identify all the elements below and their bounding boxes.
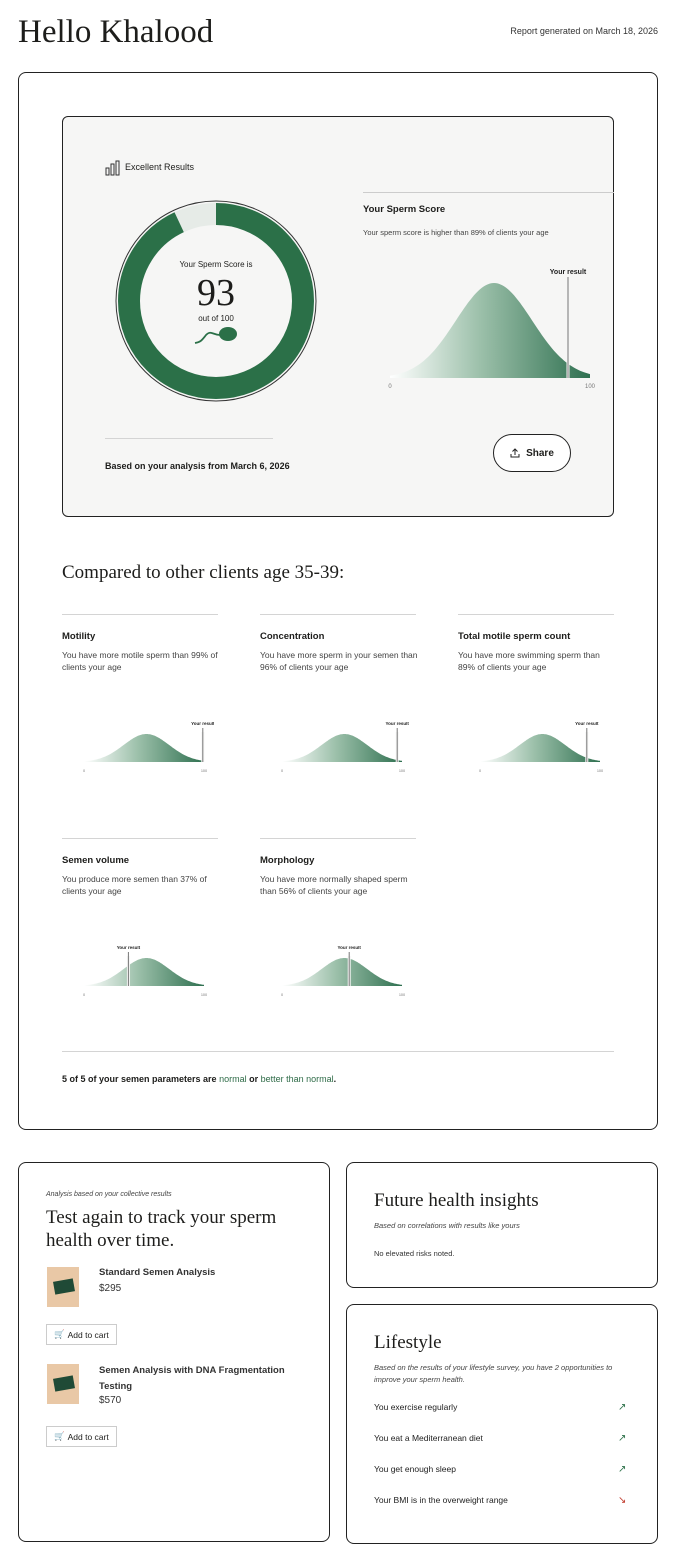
axis-max-label: 100 <box>597 769 603 772</box>
sperm-icon <box>194 327 237 344</box>
test-again-title: Test again to track your sperm health ov… <box>46 1207 277 1251</box>
chart-description: Your sperm score is higher than 89% of c… <box>363 228 549 237</box>
metric-title: Semen volume <box>62 855 130 866</box>
lifestyle-item: You exercise regularly <box>374 1402 458 1412</box>
lifestyle-item: You eat a Mediterranean diet <box>374 1433 483 1443</box>
comparison-title: Compared to other clients age 35-39: <box>62 562 345 583</box>
add-to-cart-button[interactable]: 🛒 Add to cart <box>46 1324 117 1345</box>
score-distribution-chart: Your result 0 100 <box>388 269 596 390</box>
summary-text: 5 of 5 of your semen parameters are <box>62 1074 220 1084</box>
chart-title: Your Sperm Score <box>363 204 446 215</box>
trend-down-icon: ↘ <box>618 1495 627 1506</box>
page-title: Hello Khalood <box>18 14 214 50</box>
score-out-of: out of 100 <box>198 314 234 323</box>
metric-description: You have more motile sperm than 99% of c… <box>62 650 218 672</box>
metric-description: You have more swimming sperm than 89% of… <box>458 650 600 672</box>
score-donut <box>115 200 317 402</box>
analysis-date: Based on your analysis from March 6, 202… <box>105 461 290 471</box>
add-to-cart-label: Add to cart <box>67 1431 109 1442</box>
better-than-normal-link: better than normal <box>260 1074 334 1084</box>
metric-description: You produce more semen than 37% of clien… <box>62 874 207 896</box>
distribution-curve <box>480 734 600 762</box>
share-button[interactable]: Share <box>493 434 571 472</box>
result-label: Your result <box>191 722 214 726</box>
share-icon <box>510 448 520 458</box>
product-image <box>47 1364 79 1404</box>
axis-max-label: 100 <box>399 769 405 772</box>
axis-max-label: 100 <box>201 769 207 772</box>
future-subtitle: Based on correlations with results like … <box>374 1221 520 1230</box>
lifestyle-item: Your BMI is in the overweight range <box>374 1495 508 1505</box>
result-label: Your result <box>575 722 599 726</box>
result-label: Your result <box>385 722 409 726</box>
axis-min-label: 0 <box>388 384 392 390</box>
product-price: $295 <box>99 1283 122 1294</box>
metric-title: Morphology <box>260 855 315 866</box>
lifestyle-subtitle: Based on the results of your lifestyle s… <box>374 1363 613 1384</box>
result-label: Your result <box>550 269 587 276</box>
add-to-cart-button[interactable]: 🛒 Add to cart <box>46 1426 117 1447</box>
metric-title: Total motile sperm count <box>458 631 571 642</box>
distribution-curve <box>282 734 402 762</box>
add-to-cart-label: Add to cart <box>67 1329 109 1340</box>
product-name: Semen Analysis with DNA Fragmentation Te… <box>99 1365 285 1392</box>
cart-icon: 🛒 <box>54 1329 65 1339</box>
axis-max-label: 100 <box>585 384 596 390</box>
metric-title: Motility <box>62 631 96 642</box>
cart-icon: 🛒 <box>54 1431 65 1441</box>
metric-description: You have more normally shaped sperm than… <box>260 874 408 896</box>
result-badge: Excellent Results <box>125 162 195 172</box>
summary: 5 of 5 of your semen parameters are norm… <box>62 1074 336 1084</box>
metric-distribution-chart: Your result 0 100 <box>281 946 405 996</box>
future-title: Future health insights <box>374 1190 539 1211</box>
metric-distribution-chart: Your result 0 100 <box>281 722 409 772</box>
test-again-kicker: Analysis based on your collective result… <box>46 1191 172 1198</box>
lifestyle-title: Lifestyle <box>374 1332 442 1353</box>
score-value: 93 <box>197 272 235 314</box>
trend-up-icon: ↗ <box>618 1402 627 1413</box>
axis-min-label: 0 <box>281 769 283 772</box>
metric-title: Concentration <box>260 631 325 642</box>
product-price: $570 <box>99 1395 122 1406</box>
axis-max-label: 100 <box>399 993 405 996</box>
trend-up-icon: ↗ <box>618 1464 627 1475</box>
result-label: Your result <box>117 946 141 950</box>
donut-label: Your Sperm Score is <box>179 260 253 269</box>
axis-min-label: 0 <box>281 993 283 996</box>
metric-distribution-chart: Your result 0 100 <box>479 722 603 772</box>
axis-min-label: 0 <box>83 993 85 996</box>
summary-end: . <box>333 1074 337 1084</box>
donut-outer-ring <box>115 200 317 402</box>
distribution-curve <box>390 283 590 378</box>
future-health-card <box>346 1162 658 1288</box>
trend-up-icon: ↗ <box>618 1433 627 1444</box>
result-label: Your result <box>337 946 361 950</box>
distribution-curve <box>84 958 204 986</box>
distribution-curve <box>282 958 402 986</box>
share-label: Share <box>526 447 554 459</box>
lifestyle-item: You get enough sleep <box>374 1464 456 1474</box>
normal-link: normal <box>219 1074 247 1084</box>
axis-min-label: 0 <box>83 769 85 772</box>
metric-distribution-chart: Your result 0 100 <box>83 722 214 772</box>
metric-description: You have more sperm in your semen than 9… <box>260 650 418 672</box>
product-name: Standard Semen Analysis <box>99 1267 216 1278</box>
product-image <box>47 1267 79 1307</box>
axis-min-label: 0 <box>479 769 481 772</box>
metric-distribution-chart: Your result 0 100 <box>83 946 207 996</box>
axis-max-label: 100 <box>201 993 207 996</box>
summary-or: or <box>246 1074 261 1084</box>
donut-score-arc <box>118 203 314 399</box>
bar-chart-icon <box>105 160 120 176</box>
report-date: Report generated on March 18, 2026 <box>510 26 658 36</box>
distribution-curve <box>84 734 204 762</box>
future-body: No elevated risks noted. <box>374 1249 455 1258</box>
lifestyle-card <box>346 1304 658 1544</box>
